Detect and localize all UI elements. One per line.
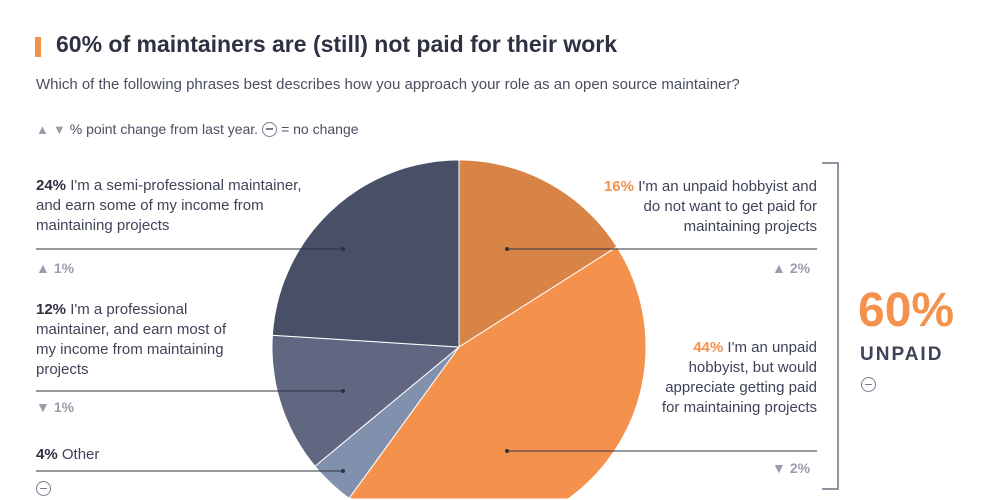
up-triangle-icon: ▲	[36, 121, 49, 137]
slice-unpaid-not-want	[458, 159, 618, 348]
up-triangle-icon: ▲	[772, 260, 786, 276]
slice-other	[314, 346, 460, 500]
subtitle: Which of the following phrases best desc…	[36, 76, 740, 93]
legend-text: % point change from last year.	[69, 121, 259, 137]
unpaid-total: 60%	[858, 284, 955, 337]
change-unpaid-want: ▼ 2%	[772, 460, 810, 476]
label-unpaid-want: 44% I'm an unpaid hobbyist, but would ap…	[657, 338, 817, 418]
change-unpaid-not-want: ▲ 2%	[772, 260, 810, 276]
page-title: 60% of maintainers are (still) not paid …	[56, 31, 618, 57]
legend: ▲ ▼ % point change from last year. = no c…	[36, 121, 359, 137]
pct: 12%	[36, 301, 67, 318]
label-text: I'm an unpaid hobbyist, but would apprec…	[661, 339, 817, 416]
change-professional: ▼ 1%	[36, 399, 74, 415]
label-text: Other	[61, 446, 100, 463]
change-other	[36, 481, 51, 497]
unpaid-bracket	[822, 162, 839, 490]
label-text: I'm a semi-professional maintainer, and …	[36, 177, 302, 234]
down-triangle-icon: ▼	[36, 399, 50, 415]
change-semi-professional: ▲ 1%	[36, 260, 74, 276]
leader-dot	[341, 247, 345, 251]
label-professional: 12% I'm a professional maintainer, and e…	[36, 300, 246, 380]
change-value: 1%	[53, 260, 75, 276]
change-value: 2%	[789, 260, 811, 276]
change-value: 1%	[53, 399, 75, 415]
label-text: I'm an unpaid hobbyist and do not want t…	[638, 178, 817, 235]
title-accent-bar	[35, 37, 41, 57]
label-unpaid-not-want: 16% I'm an unpaid hobbyist and do not wa…	[590, 177, 817, 237]
leader-dot	[341, 389, 345, 393]
label-other: 4% Other	[36, 445, 99, 465]
down-triangle-icon: ▼	[52, 121, 66, 137]
change-value: 2%	[789, 460, 811, 476]
down-triangle-icon: ▼	[772, 460, 786, 476]
slice-unpaid-want	[348, 246, 647, 500]
unpaid-label: UNPAID	[860, 344, 944, 365]
leader-dot	[341, 469, 345, 473]
no-change-icon	[861, 377, 876, 393]
pct: 24%	[36, 177, 67, 194]
no-change-icon	[262, 121, 278, 137]
pct: 44%	[693, 339, 724, 356]
slice-professional	[271, 334, 461, 467]
up-triangle-icon: ▲	[36, 260, 50, 276]
slice-semi-professional	[271, 159, 460, 348]
pct: 4%	[36, 446, 58, 463]
leader-dot	[505, 449, 509, 453]
no-change-icon	[36, 481, 51, 497]
label-semi-professional: 24% I'm a semi-professional maintainer, …	[36, 176, 316, 236]
legend-nochange-text: = no change	[281, 121, 359, 137]
leader-dot	[505, 247, 509, 251]
pct: 16%	[603, 178, 634, 195]
label-text: I'm a professional maintainer, and earn …	[36, 301, 227, 378]
unpaid-change	[861, 377, 876, 393]
